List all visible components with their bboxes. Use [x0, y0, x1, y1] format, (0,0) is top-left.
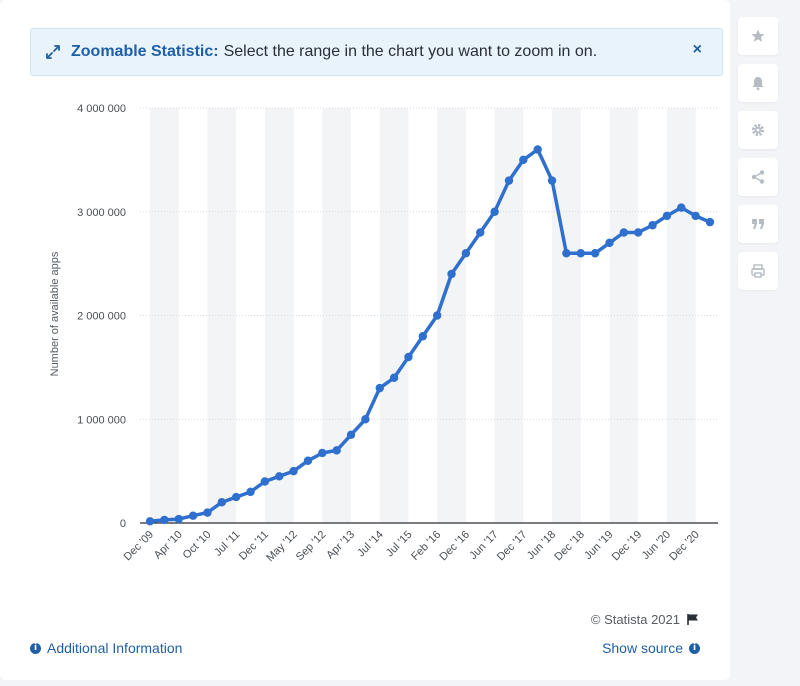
data-point	[389, 373, 399, 382]
data-point	[562, 249, 571, 258]
gear-icon	[751, 123, 765, 137]
info-icon: i	[30, 642, 41, 654]
y-axis-ticks: 0 1 000 000 2 000 000 3 000 000 4 000 000	[77, 103, 126, 530]
show-source-label: Show source	[602, 640, 683, 656]
data-point	[619, 228, 629, 237]
share-button[interactable]	[738, 158, 778, 196]
x-tick-label: Sep '12	[294, 529, 329, 564]
x-tick-label: Dec '18	[552, 529, 587, 564]
data-point	[361, 415, 370, 424]
data-point	[519, 155, 528, 165]
close-icon[interactable]: ×	[692, 41, 702, 58]
data-point	[576, 249, 585, 258]
data-point	[605, 238, 614, 248]
show-source-link[interactable]: Show source i	[602, 640, 700, 656]
settings-button[interactable]	[738, 111, 778, 149]
data-point	[447, 269, 456, 279]
data-point	[691, 211, 700, 221]
background-band	[494, 108, 524, 523]
data-point	[260, 477, 270, 486]
series-line	[145, 145, 715, 526]
star-button[interactable]	[738, 17, 778, 55]
y-tick-label: 1 000 000	[77, 414, 126, 426]
y-tick-label: 3 000 000	[77, 207, 126, 219]
data-point	[188, 511, 198, 520]
cite-button[interactable]	[738, 205, 778, 243]
line-chart[interactable]: 0 1 000 000 2 000 000 3 000 000 4 000 000 De…	[0, 90, 730, 610]
data-point	[432, 311, 442, 320]
zoom-banner: Zoomable Statistic: Select the range in …	[30, 28, 723, 76]
bell-icon	[752, 77, 764, 91]
data-point	[145, 517, 155, 526]
data-point	[476, 228, 485, 237]
y-axis-title: Number of available apps	[49, 251, 61, 376]
data-point	[461, 249, 471, 258]
data-point	[346, 430, 356, 440]
x-tick-label: Apr '13	[324, 529, 357, 562]
data-point	[303, 456, 313, 465]
data-point	[203, 508, 212, 517]
data-point	[590, 249, 600, 258]
banner-text: Select the range in the chart you want t…	[223, 43, 598, 60]
data-point	[289, 466, 298, 476]
print-button[interactable]	[738, 252, 778, 290]
data-point	[662, 211, 672, 221]
share-icon	[751, 170, 765, 184]
data-point	[418, 332, 428, 341]
data-point	[490, 207, 499, 216]
data-point	[533, 145, 542, 154]
chart-grid	[140, 107, 718, 524]
data-point	[705, 217, 715, 227]
x-tick-label: Jul '14	[355, 529, 386, 560]
y-tick-label: 0	[120, 518, 126, 530]
background-band	[379, 108, 409, 523]
data-point	[634, 228, 643, 237]
x-tick-label: Dec '20	[667, 529, 702, 564]
y-tick-label: 2 000 000	[77, 311, 126, 323]
series-line-path	[149, 147, 711, 524]
toolbar	[738, 17, 778, 299]
x-tick-label: Dec '16	[437, 529, 472, 564]
data-point	[375, 383, 384, 393]
expand-icon	[46, 45, 60, 59]
y-tick-label: 4 000 000	[77, 103, 126, 115]
data-point	[547, 176, 557, 185]
info-icon: i	[689, 642, 700, 654]
x-tick-label: Dec '09	[122, 529, 157, 564]
x-tick-label: Dec '19	[610, 529, 645, 564]
data-point	[174, 514, 183, 524]
x-tick-label: Apr '10	[152, 529, 185, 562]
x-tick-label: Dec '17	[495, 529, 530, 564]
data-point	[217, 498, 226, 507]
banner-title: Zoomable Statistic:	[71, 43, 219, 60]
additional-info-link[interactable]: i Additional Information	[30, 640, 182, 656]
data-point	[332, 446, 341, 455]
data-point	[160, 515, 169, 525]
x-tick-label: Oct '10	[181, 529, 214, 562]
data-point	[275, 472, 284, 481]
data-point	[231, 492, 241, 502]
data-point	[404, 352, 413, 362]
quote-icon	[752, 219, 764, 229]
flag-icon[interactable]	[686, 613, 700, 626]
star-icon	[751, 29, 765, 42]
notification-button[interactable]	[738, 64, 778, 102]
data-point	[318, 448, 327, 458]
chart-card: Zoomable Statistic: Select the range in …	[0, 0, 730, 680]
statista-credit: © Statista 2021	[591, 612, 700, 627]
data-point	[504, 176, 514, 185]
data-point	[677, 203, 686, 212]
credit-text: © Statista 2021	[590, 612, 680, 627]
data-point	[246, 487, 255, 497]
x-tick-label: May '12	[264, 529, 299, 564]
print-icon	[751, 264, 765, 278]
additional-info-label: Additional Information	[47, 640, 183, 656]
data-point	[648, 221, 657, 230]
x-tick-label: Feb '16	[409, 529, 443, 563]
